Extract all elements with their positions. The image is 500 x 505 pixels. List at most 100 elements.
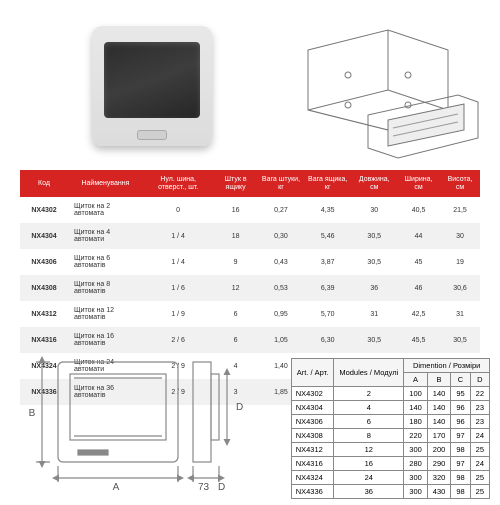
dimension-schematic: A B 73 D D <box>18 350 258 500</box>
cell: 19 <box>440 249 480 275</box>
dim-h-dim: Dimention / Розміри <box>404 359 490 373</box>
table-row: NX430221001409522 <box>291 387 489 401</box>
cell: 2 <box>334 387 404 401</box>
table-row: NX4312123002009825 <box>291 443 489 457</box>
cell: 100 <box>404 387 428 401</box>
cell: 30,5 <box>351 223 397 249</box>
cell: 24 <box>470 429 489 443</box>
cell: NX4308 <box>20 275 68 301</box>
cell: 1,05 <box>258 327 304 353</box>
table-row: NX430441401409623 <box>291 401 489 415</box>
cell: 98 <box>451 443 470 457</box>
cell: 31 <box>440 301 480 327</box>
cell: 320 <box>427 471 451 485</box>
dim-subheader: C <box>451 373 470 387</box>
cell: 25 <box>470 485 489 499</box>
table-row: NX4312Щиток на 12 автоматів1 / 960,955,7… <box>20 301 480 327</box>
cell: 1 / 9 <box>143 301 213 327</box>
cell: 22 <box>470 387 489 401</box>
label-b: B <box>29 408 36 419</box>
cell: 18 <box>213 223 258 249</box>
cell: 1 / 4 <box>143 249 213 275</box>
spec-header: Вага штуки, кг <box>258 170 304 197</box>
cell: 44 <box>397 223 440 249</box>
table-row: NX4306Щиток на 6 автоматів1 / 490,433,87… <box>20 249 480 275</box>
cell: 31 <box>351 301 397 327</box>
table-row: NX4308Щиток на 8 автоматів1 / 6120,536,3… <box>20 275 480 301</box>
cell: 96 <box>451 415 470 429</box>
dim-subheader: A <box>404 373 428 387</box>
spec-thead: КодНайменуванняНул. шина, отверст., шт.Ш… <box>20 170 480 197</box>
spec-header: Нул. шина, отверст., шт. <box>143 170 213 197</box>
cell: 140 <box>404 401 428 415</box>
table-row: NX4336363004309825 <box>291 485 489 499</box>
cell: NX4312 <box>291 443 334 457</box>
dim-h-art: Art. / Арт. <box>291 359 334 387</box>
cell: 3,87 <box>304 249 351 275</box>
cell: 140 <box>427 401 451 415</box>
enclosure-latch <box>137 130 167 140</box>
cell: 300 <box>404 471 428 485</box>
table-row: NX430661801409623 <box>291 415 489 429</box>
dim-tbody: NX430221001409522NX430441401409623NX4306… <box>291 387 489 499</box>
exploded-diagram <box>298 20 488 160</box>
cell: 25 <box>470 471 489 485</box>
spec-header: Ширина, см <box>397 170 440 197</box>
cell: NX4312 <box>20 301 68 327</box>
cell: 6,39 <box>304 275 351 301</box>
cell: 1 / 6 <box>143 275 213 301</box>
cell: 200 <box>427 443 451 457</box>
cell: 180 <box>404 415 428 429</box>
cell: 42,5 <box>397 301 440 327</box>
spec-header: Довжина, см <box>351 170 397 197</box>
cell: 30,5 <box>440 327 480 353</box>
cell: 40,5 <box>397 197 440 223</box>
cell: 98 <box>451 485 470 499</box>
enclosure-window <box>104 42 200 118</box>
spec-header: Висота, см <box>440 170 480 197</box>
cell: 24 <box>470 457 489 471</box>
cell: NX4306 <box>20 249 68 275</box>
cell: 5,70 <box>304 301 351 327</box>
cell: 140 <box>427 415 451 429</box>
cell: 0,53 <box>258 275 304 301</box>
cell: 170 <box>427 429 451 443</box>
cell: 96 <box>451 401 470 415</box>
cell: NX4304 <box>20 223 68 249</box>
cell: NX4302 <box>20 197 68 223</box>
label-d: D <box>236 402 243 413</box>
table-row: NX4302Щиток на 2 автомата0160,274,353040… <box>20 197 480 223</box>
cell: 36 <box>351 275 397 301</box>
cell: Щиток на 2 автомата <box>68 197 143 223</box>
cell: 9 <box>213 249 258 275</box>
cell: Щиток на 8 автоматів <box>68 275 143 301</box>
cell: 30,5 <box>351 249 397 275</box>
cell: 45 <box>397 249 440 275</box>
cell: 30,5 <box>351 327 397 353</box>
cell: NX4316 <box>291 457 334 471</box>
cell: 30 <box>351 197 397 223</box>
top-illustration <box>0 10 500 165</box>
cell: 16 <box>334 457 404 471</box>
cell: 0 <box>143 197 213 223</box>
product-photo <box>62 14 242 164</box>
cell: 280 <box>404 457 428 471</box>
cell: 16 <box>213 197 258 223</box>
cell: 290 <box>427 457 451 471</box>
cell: NX4306 <box>291 415 334 429</box>
cell: 140 <box>427 387 451 401</box>
label-d2: D <box>218 482 225 493</box>
cell: 300 <box>404 443 428 457</box>
cell: 5,46 <box>304 223 351 249</box>
cell: Щиток на 6 автоматів <box>68 249 143 275</box>
cell: 4,35 <box>304 197 351 223</box>
cell: 4 <box>334 401 404 415</box>
cell: 0,27 <box>258 197 304 223</box>
cell: 6 <box>334 415 404 429</box>
spec-header: Вага ящика, кг <box>304 170 351 197</box>
cell: 0,30 <box>258 223 304 249</box>
cell: 23 <box>470 401 489 415</box>
cell: 30 <box>440 223 480 249</box>
cell: NX4302 <box>291 387 334 401</box>
cell: NX4336 <box>291 485 334 499</box>
